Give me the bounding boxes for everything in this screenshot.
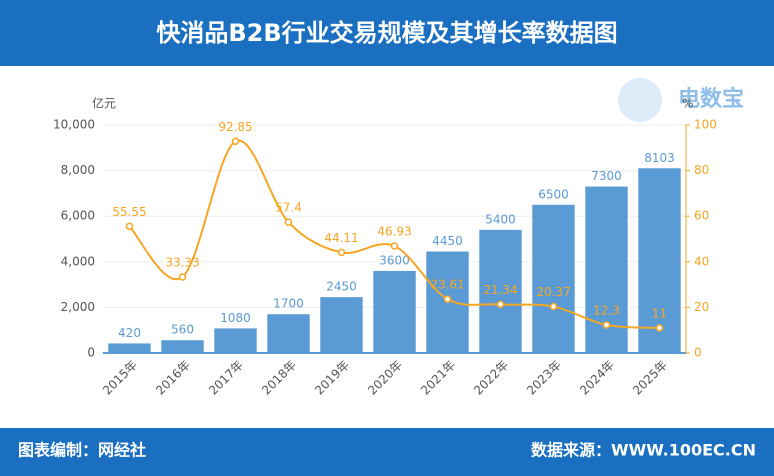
- x-tick-label: 2020年: [365, 358, 405, 398]
- bar-label: 2450: [326, 280, 357, 294]
- x-tick-label: 2015年: [100, 358, 140, 398]
- line-point: [496, 300, 505, 309]
- y-tick-label: 4,000: [61, 254, 95, 268]
- line-label: 21.34: [483, 283, 517, 297]
- bar: [373, 270, 416, 353]
- line-label: 23.61: [430, 278, 464, 292]
- line-label: 57.4: [275, 201, 302, 215]
- y-axis-title: 亿元: [92, 96, 116, 111]
- logo-icon: [618, 78, 662, 122]
- x-tick-label: 2023年: [524, 358, 564, 398]
- y-tick-label: 8,000: [61, 163, 95, 177]
- y2-tick-label: 100: [694, 118, 717, 132]
- line-label: 33.33: [165, 256, 199, 270]
- x-tick-label: 2019年: [312, 358, 352, 398]
- y2-tick-label: 0: [694, 346, 702, 360]
- bar-label: 8103: [644, 151, 675, 165]
- footer-right: 数据来源：WWW.100EC.CN: [531, 441, 756, 460]
- y2-tick-label: 80: [694, 163, 709, 177]
- line-point: [549, 302, 558, 311]
- bar-label: 5400: [485, 212, 516, 226]
- line-point: [390, 242, 399, 250]
- bar: [320, 297, 363, 353]
- x-tick-label: 2016年: [153, 358, 193, 398]
- y2-tick-label: 60: [694, 209, 709, 223]
- bar: [161, 340, 204, 353]
- y2-tick-label: 20: [694, 300, 709, 314]
- x-tick-label: 2017年: [206, 358, 246, 398]
- bar-label: 1080: [220, 311, 251, 325]
- line-point: [231, 137, 240, 146]
- footer-band: [0, 428, 774, 476]
- y-tick-label: 2,000: [61, 300, 95, 314]
- logo-text: 电数宝: [678, 86, 744, 112]
- line-point: [125, 222, 134, 231]
- line-label: 46.93: [377, 224, 411, 238]
- x-tick-label: 2021年: [418, 358, 458, 398]
- line-label: 11: [652, 306, 667, 320]
- line-label: 44.11: [324, 231, 358, 245]
- x-tick-label: 2024年: [577, 358, 617, 398]
- bar: [532, 204, 575, 353]
- x-tick-label: 2025年: [630, 358, 670, 398]
- line-point: [337, 248, 346, 257]
- x-tick-label: 2022年: [471, 358, 511, 398]
- line-label: 92.85: [218, 120, 252, 134]
- y-tick-label: 10,000: [53, 118, 95, 132]
- header-band: [0, 0, 774, 66]
- line-label: 55.55: [112, 205, 146, 219]
- bar: [479, 229, 522, 353]
- bar-label: 1700: [273, 297, 304, 311]
- bar-label: 6500: [538, 187, 569, 201]
- chart-title: 快消品B2B行业交易规模及其增长率数据图: [156, 19, 617, 47]
- line-label: 12.3: [593, 303, 620, 317]
- line-point: [284, 218, 293, 226]
- bar-label: 7300: [591, 169, 622, 183]
- bar: [638, 168, 681, 353]
- bar-label: 4450: [432, 234, 463, 248]
- y2-axis-title: %: [682, 97, 693, 111]
- bar: [108, 343, 151, 353]
- line-point: [655, 324, 664, 332]
- bar-label: 560: [171, 323, 194, 337]
- y-tick-label: 6,000: [61, 209, 95, 223]
- footer-left: 图表编制：网经社: [18, 441, 146, 460]
- line-point: [178, 273, 187, 281]
- y-tick-label: 0: [87, 346, 95, 360]
- y2-tick-label: 40: [694, 254, 709, 268]
- bar-label: 3600: [379, 253, 410, 267]
- x-tick-label: 2018年: [259, 358, 299, 398]
- line-point: [602, 321, 611, 329]
- bar-label: 420: [118, 326, 141, 340]
- line-label: 20.37: [536, 285, 570, 299]
- bar: [214, 328, 257, 353]
- bar: [267, 314, 310, 353]
- line-point: [443, 295, 452, 303]
